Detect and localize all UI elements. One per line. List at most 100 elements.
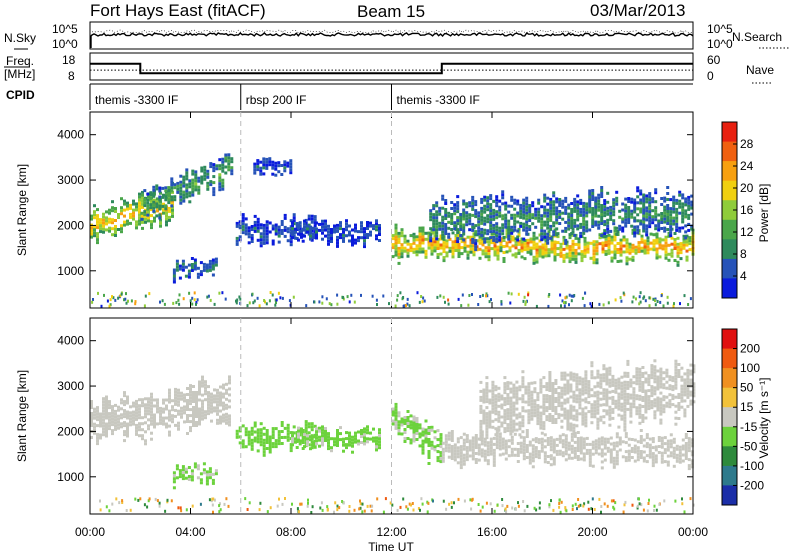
heatmap-cell (215, 261, 218, 264)
heatmap-cell (629, 385, 632, 388)
heatmap-cell (512, 396, 515, 399)
heatmap-cell (674, 238, 677, 241)
heatmap-cell (375, 228, 378, 231)
heatmap-cell (639, 295, 641, 298)
heatmap-cell (680, 376, 683, 379)
heatmap-cell (144, 439, 147, 442)
heatmap-cell (492, 227, 495, 230)
heatmap-cell (478, 453, 481, 456)
heatmap-cell (227, 168, 230, 171)
nsearch-tick-bottom: 10^0 (707, 37, 733, 51)
heatmap-cell (672, 217, 675, 220)
heatmap-cell (484, 444, 487, 447)
heatmap-cell (159, 505, 161, 508)
heatmap-cell (267, 510, 269, 513)
heatmap-cell (419, 236, 422, 239)
heatmap-cell (315, 430, 318, 433)
heatmap-cell (485, 412, 488, 415)
heatmap-cell (660, 221, 663, 224)
heatmap-cell (452, 243, 455, 246)
heatmap-cell (195, 400, 198, 403)
heatmap-cell (611, 390, 614, 393)
heatmap-cell (543, 224, 546, 227)
heatmap-cell (578, 505, 580, 508)
heatmap-cell (509, 382, 512, 385)
heatmap-cell (629, 406, 632, 409)
heatmap-cell (593, 261, 596, 264)
heatmap-cell (559, 294, 561, 297)
heatmap-cell (686, 250, 689, 253)
heatmap-cell (497, 405, 500, 408)
heatmap-cell (559, 450, 562, 453)
heatmap-cell (591, 192, 594, 195)
heatmap-cell (468, 216, 471, 219)
heatmap-cell (311, 428, 314, 431)
heatmap-cell (547, 440, 550, 443)
heatmap-cell (673, 441, 676, 444)
heatmap-cell (569, 245, 572, 248)
heatmap-cell (291, 221, 294, 224)
heatmap-cell (218, 179, 221, 182)
heatmap-cell (404, 440, 407, 443)
heatmap-cell (689, 391, 692, 394)
heatmap-cell (141, 194, 144, 197)
heatmap-cell (509, 240, 512, 243)
heatmap-cell (129, 216, 132, 219)
heatmap-cell (631, 456, 634, 459)
heatmap-cell (455, 234, 458, 237)
heatmap-cell (363, 230, 366, 233)
heatmap-cell (554, 397, 557, 400)
heatmap-cell (259, 173, 262, 176)
heatmap-cell (612, 207, 615, 210)
heatmap-cell (632, 387, 635, 390)
heatmap-cell (468, 204, 471, 207)
heatmap-cell (311, 215, 314, 218)
heatmap-cell (523, 445, 526, 448)
heatmap-cell (102, 216, 105, 219)
heatmap-cell (509, 424, 512, 427)
heatmap-cell (542, 403, 545, 406)
heatmap-cell (300, 440, 303, 443)
heatmap-cell (378, 428, 381, 431)
heatmap-cell (483, 229, 486, 232)
heatmap-cell (482, 389, 485, 392)
heatmap-cell (560, 243, 563, 246)
heatmap-cell (491, 408, 494, 411)
heatmap-cell (228, 505, 230, 508)
heatmap-cell (150, 405, 153, 408)
heatmap-cell (611, 239, 614, 242)
heatmap-cell (633, 232, 636, 235)
heatmap-cell (498, 212, 501, 215)
heatmap-cell (575, 394, 578, 397)
heatmap-cell (589, 464, 592, 467)
heatmap-cell (114, 231, 117, 234)
heatmap-cell (528, 228, 531, 231)
heatmap-cell (554, 382, 557, 385)
heatmap-cell (653, 377, 656, 380)
heatmap-cell (608, 418, 611, 421)
heatmap-cell (648, 219, 651, 222)
heatmap-cell (456, 207, 459, 210)
heatmap-cell (135, 205, 138, 208)
heatmap-cell (572, 255, 575, 258)
heatmap-cell (228, 387, 231, 390)
heatmap-cell (475, 434, 478, 437)
heatmap-cell (578, 382, 581, 385)
heatmap-cell (610, 452, 613, 455)
heatmap-cell (608, 424, 611, 427)
heatmap-cell (530, 391, 533, 394)
heatmap-cell (333, 440, 336, 443)
heatmap-cell (551, 251, 554, 254)
heatmap-cell (595, 442, 598, 445)
heatmap-cell (486, 229, 489, 232)
heatmap-cell (572, 249, 575, 252)
heatmap-cell (191, 269, 194, 272)
heatmap-cell (542, 406, 545, 409)
heatmap-cell (141, 398, 144, 401)
heatmap-cell (636, 201, 639, 204)
heatmap-cell (673, 450, 676, 453)
heatmap-cell (201, 379, 204, 382)
heatmap-cell (527, 415, 530, 418)
heatmap-cell (375, 234, 378, 237)
heatmap-cell (647, 242, 650, 245)
